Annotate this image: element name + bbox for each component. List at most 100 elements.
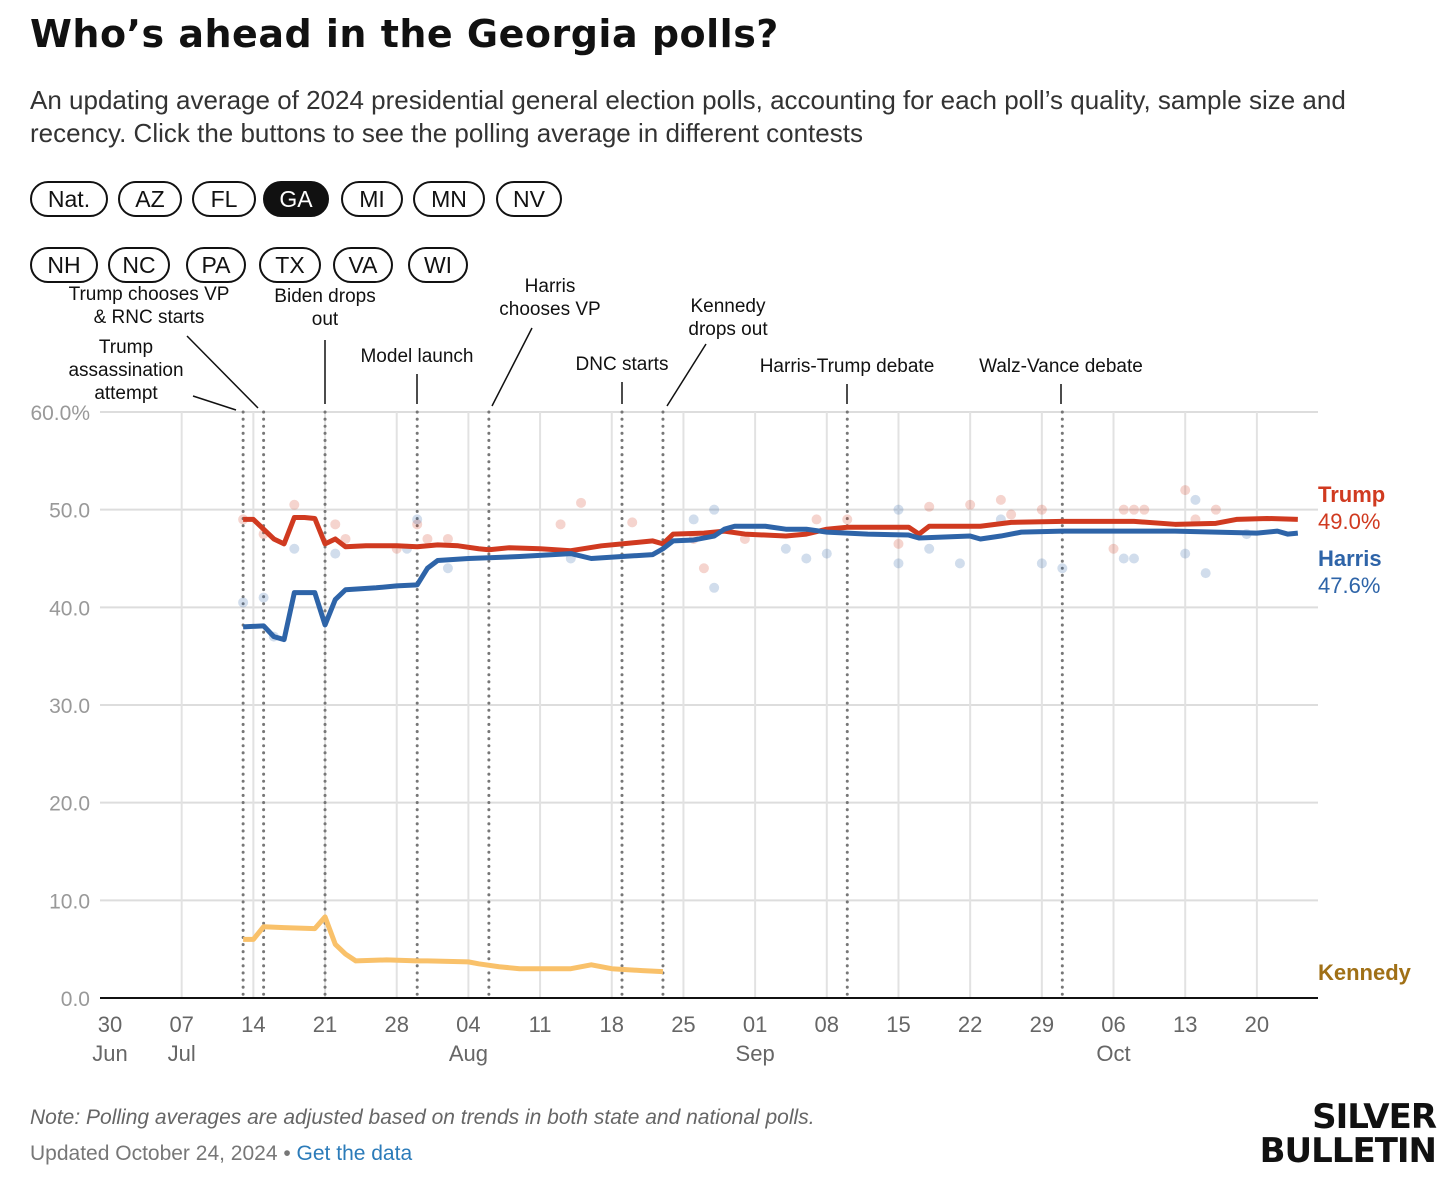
page-title: Who’s ahead in the Georgia polls? <box>30 12 779 56</box>
poll-dot-trump <box>1210 504 1221 515</box>
contest-button-az[interactable]: AZ <box>118 181 182 217</box>
poll-dot-trump <box>995 494 1006 505</box>
contest-button-nat[interactable]: Nat. <box>30 181 108 217</box>
poll-dot-trump <box>811 514 822 525</box>
harris-label: Harris <box>1318 546 1382 571</box>
contest-button-mi[interactable]: MI <box>341 181 403 217</box>
poll-dot-trump <box>1036 504 1047 515</box>
poll-dot-harris <box>893 558 904 569</box>
event-label: chooses VP <box>499 299 600 320</box>
poll-dot-harris <box>821 548 832 559</box>
contest-button-ga[interactable]: GA <box>263 181 329 217</box>
y-tick-label: 0.0 <box>61 988 90 1011</box>
silver-bulletin-logo: SILVER BULLETIN <box>1258 1097 1437 1168</box>
x-tick-label: 07 <box>169 1012 193 1037</box>
polling-chart: 0.0 10.0 20.0 30.0 40.0 50.0 60.0% 30 Jun 07 Jul 14… <box>30 276 1412 1066</box>
event-label: Kennedy <box>690 296 766 317</box>
poll-dot-trump <box>555 519 566 530</box>
event-label: out <box>312 309 339 330</box>
event-label: Harris-Trump debate <box>760 356 935 377</box>
poll-dot-trump <box>965 499 976 510</box>
x-tick-label: 14 <box>241 1012 265 1037</box>
poll-dot-harris <box>709 504 720 515</box>
poll-dot-trump <box>422 533 433 544</box>
poll-dot-trump <box>1006 509 1017 520</box>
contest-button-nc[interactable]: NC <box>108 247 170 283</box>
updated-line: Updated October 24, 2024 • Get the data <box>30 1142 412 1166</box>
poll-dot-trump <box>1139 504 1150 515</box>
x-tick-label: 08 <box>815 1012 839 1037</box>
line-kennedy <box>243 914 664 975</box>
poll-dot-harris <box>1057 563 1068 574</box>
contest-button-fl[interactable]: FL <box>192 181 256 217</box>
event-label: & RNC starts <box>94 307 205 328</box>
contest-button-mn[interactable]: MN <box>413 181 485 217</box>
x-tick-label: 30 <box>98 1012 122 1037</box>
poll-dot-trump <box>340 533 351 544</box>
logo-line-1: SILVER <box>1312 1097 1437 1137</box>
poll-dot-harris <box>258 592 269 603</box>
event-label: assassination <box>68 360 183 381</box>
contest-button-pa[interactable]: PA <box>186 247 246 283</box>
subtitle: An updating average of 2024 presidential… <box>30 85 1346 148</box>
x-tick-label: 21 <box>313 1012 337 1037</box>
poll-dot-harris <box>709 582 720 593</box>
poll-dot-harris <box>780 543 791 554</box>
trump-label: Trump <box>1318 482 1385 507</box>
x-tick-label: 29 <box>1030 1012 1054 1037</box>
contest-button-tx[interactable]: TX <box>259 247 321 283</box>
event-connector <box>491 327 533 407</box>
contest-button-nh[interactable]: NH <box>30 247 98 283</box>
event-label: Biden drops <box>274 286 375 307</box>
get-data-link[interactable]: Get the data <box>296 1142 413 1165</box>
x-tick-label: 15 <box>886 1012 910 1037</box>
poll-dot-trump <box>289 499 300 510</box>
x-tick-month: Sep <box>736 1041 775 1066</box>
poll-dot-trump <box>1180 485 1191 496</box>
poll-dot-trump <box>842 514 853 525</box>
event-label: drops out <box>688 319 768 340</box>
poll-dot-trump <box>1108 543 1119 554</box>
poll-dot-trump <box>627 517 638 528</box>
x-tick-label: 18 <box>600 1012 624 1037</box>
kennedy-label: Kennedy <box>1318 960 1412 985</box>
poll-dot-harris <box>954 558 965 569</box>
poll-dot-trump <box>576 497 587 508</box>
contest-button-va[interactable]: VA <box>333 247 393 283</box>
event-connector <box>666 343 707 407</box>
poll-dot-harris <box>1118 553 1129 564</box>
updated-date: Updated October 24, 2024 • <box>30 1142 291 1165</box>
footnote: Note: Polling averages are adjusted base… <box>30 1106 815 1129</box>
event-label: Walz-Vance debate <box>979 356 1143 377</box>
y-tick-label: 10.0 <box>49 890 90 913</box>
poll-dot-harris <box>238 597 249 608</box>
contest-button-wi[interactable]: WI <box>408 247 468 283</box>
poll-dot-harris <box>1129 553 1139 564</box>
harris-value: 47.6% <box>1318 573 1380 598</box>
x-tick-label: 01 <box>743 1012 767 1037</box>
x-tick-label: 25 <box>671 1012 695 1037</box>
poll-dot-harris <box>801 553 812 564</box>
poll-dot-trump <box>1118 504 1129 515</box>
x-tick-label: 20 <box>1245 1012 1269 1037</box>
x-tick-month: Aug <box>449 1041 488 1066</box>
y-tick-label: 50.0 <box>49 500 90 523</box>
event-label: Harris <box>525 276 576 297</box>
x-tick-label: 04 <box>456 1012 480 1037</box>
y-tick-label: 60.0% <box>30 402 90 425</box>
poll-dot-harris <box>893 504 904 515</box>
event-label: Model launch <box>360 346 473 367</box>
y-tick-label: 40.0 <box>49 597 90 620</box>
poll-dot-trump <box>924 501 935 512</box>
y-tick-label: 30.0 <box>49 695 90 718</box>
contest-button-nv[interactable]: NV <box>496 181 562 217</box>
x-tick-label: 11 <box>529 1012 552 1037</box>
poll-dot-trump <box>698 563 709 574</box>
line-trump <box>243 514 1298 554</box>
poll-dot-trump <box>330 519 341 530</box>
x-tick-month: Jul <box>168 1041 196 1066</box>
line-harris <box>243 523 1299 643</box>
poll-dot-harris <box>1200 568 1211 579</box>
event-label: attempt <box>94 383 158 404</box>
